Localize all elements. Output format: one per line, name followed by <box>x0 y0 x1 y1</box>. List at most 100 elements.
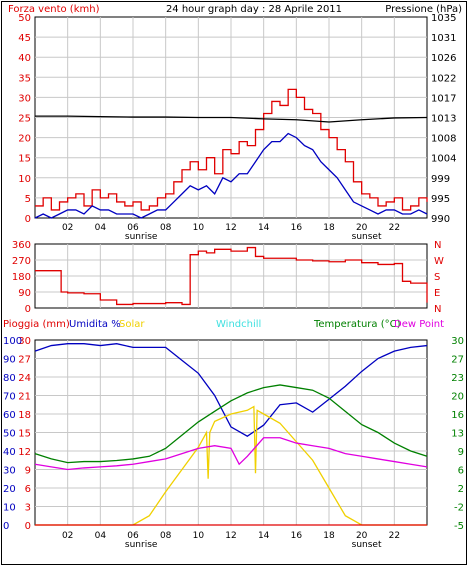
x-tick-16: 16 <box>291 223 303 233</box>
temp-tick-3: 20 <box>451 392 464 403</box>
wind-tick-0: 50 <box>18 13 31 24</box>
rain-tick-7: 9 <box>25 466 31 477</box>
wind-tick-3: 35 <box>18 73 31 84</box>
temp-tick-0: 30 <box>451 336 464 347</box>
legend-rain: Pioggia (mm) <box>3 319 70 330</box>
x-tick-14: 14 <box>258 531 270 541</box>
panel-climate-x-ticks: 02 04 06 08 10 12 14 16 18 20 22 sunrise sunset <box>62 531 400 550</box>
x-tick-02: 02 <box>62 531 73 541</box>
pressure-tick-6: 1008 <box>431 134 456 145</box>
pressure-tick-8: 999 <box>431 174 450 185</box>
pressure-tick-9: 995 <box>431 194 450 205</box>
pressure-tick-7: 1004 <box>431 154 456 165</box>
x-tick-22: 22 <box>389 223 400 233</box>
humidity-tick-9: 10 <box>3 503 16 514</box>
temp-tick-2: 23 <box>451 373 464 384</box>
panel-wind-x-ticks: 02 04 06 08 10 12 14 16 18 20 22 sunrise sunset <box>62 223 400 242</box>
panel-direction-series <box>35 246 428 306</box>
rain-tick-9: 3 <box>25 503 31 514</box>
rain-tick-5: 15 <box>18 429 31 440</box>
humidity-tick-4: 60 <box>3 410 16 421</box>
direction-tick-2: 180 <box>12 272 31 283</box>
temp-tick-7: 6 <box>458 466 464 477</box>
series-umidita- <box>34 343 428 437</box>
pressure-tick-10: 990 <box>431 214 450 225</box>
wind-tick-10: 0 <box>25 214 31 225</box>
humidity-tick-7: 30 <box>3 466 16 477</box>
x-tick-10: 10 <box>193 531 205 541</box>
humidity-tick-8: 20 <box>3 484 16 495</box>
panel-climate-grid <box>35 340 427 525</box>
x-tick-08: 08 <box>160 223 172 233</box>
compass-tick-2: S <box>434 272 440 283</box>
wind-tick-4: 30 <box>18 93 31 104</box>
panel-climate-series <box>34 343 428 526</box>
humidity-tick-3: 70 <box>3 392 16 403</box>
rain-tick-3: 21 <box>18 392 31 403</box>
humidity-tick-0: 100 <box>3 336 22 347</box>
direction-tick-3: 90 <box>18 288 31 299</box>
rain-tick-1: 27 <box>18 355 31 366</box>
panel-wind-series <box>34 88 428 219</box>
direction-tick-4: 0 <box>25 304 31 315</box>
temp-tick-1: 27 <box>451 355 464 366</box>
sunrise-label: sunrise <box>125 232 158 242</box>
x-tick-02: 02 <box>62 223 73 233</box>
rain-tick-2: 24 <box>18 373 31 384</box>
series-direction <box>35 246 428 306</box>
legend-windchill: Windchill <box>216 319 261 330</box>
legend-temperature: Temperatura (°C) <box>313 319 401 330</box>
compass-tick-1: W <box>434 256 444 267</box>
temp-tick-5: 13 <box>451 429 464 440</box>
compass-tick-0: N <box>434 240 441 251</box>
temp-tick-6: 9 <box>458 447 464 458</box>
direction-tick-1: 270 <box>12 256 31 267</box>
pressure-tick-3: 1022 <box>431 73 456 84</box>
panel-climate-temp-ticks: 30 27 23 20 16 13 9 6 2 -2 -5 <box>451 336 464 532</box>
wind-tick-6: 20 <box>18 134 31 145</box>
wind-tick-8: 10 <box>18 174 31 185</box>
wind-tick-2: 40 <box>18 53 31 64</box>
pressure-tick-1: 1031 <box>431 33 456 44</box>
x-tick-20: 20 <box>356 223 368 233</box>
compass-tick-3: E <box>434 288 440 299</box>
compass-tick-4: N <box>434 304 441 315</box>
wind-tick-1: 45 <box>18 33 31 44</box>
humidity-tick-5: 50 <box>3 429 16 440</box>
pressure-tick-2: 1026 <box>431 53 456 64</box>
series-average <box>34 132 428 219</box>
x-tick-04: 04 <box>95 531 107 541</box>
temp-tick-9: -2 <box>454 503 464 514</box>
pressure-tick-5: 1013 <box>431 114 456 125</box>
x-tick-08: 08 <box>160 531 172 541</box>
temp-tick-10: -5 <box>454 521 464 532</box>
pressure-tick-0: 1035 <box>431 13 456 24</box>
temp-tick-4: 16 <box>451 410 464 421</box>
x-tick-16: 16 <box>291 531 303 541</box>
wind-axis-label: Forza vento (kmh) <box>8 4 100 15</box>
rain-tick-6: 12 <box>18 447 31 458</box>
x-tick-10: 10 <box>193 223 205 233</box>
humidity-tick-1: 90 <box>3 355 16 366</box>
series-dew-point <box>34 437 428 471</box>
series-gust <box>35 88 428 211</box>
rain-tick-4: 18 <box>18 410 31 421</box>
graph-title: 24 hour graph day : 28 Aprile 2011 <box>166 4 342 15</box>
legend-dewpoint: Dew Point <box>394 319 444 330</box>
humidity-tick-2: 80 <box>3 373 16 384</box>
humidity-tick-6: 40 <box>3 447 16 458</box>
humidity-tick-10: 0 <box>3 521 9 532</box>
direction-tick-0: 360 <box>12 240 31 251</box>
panel-direction-grid <box>35 244 427 308</box>
panel-wind-right-ticks: 1035 1031 1026 1022 1017 1013 1008 1004 999 995 99… <box>431 13 456 225</box>
sunrise-label: sunrise <box>125 540 158 550</box>
legend-solar: Solar <box>119 319 145 330</box>
x-tick-06: 06 <box>127 223 139 233</box>
x-tick-14: 14 <box>258 223 270 233</box>
